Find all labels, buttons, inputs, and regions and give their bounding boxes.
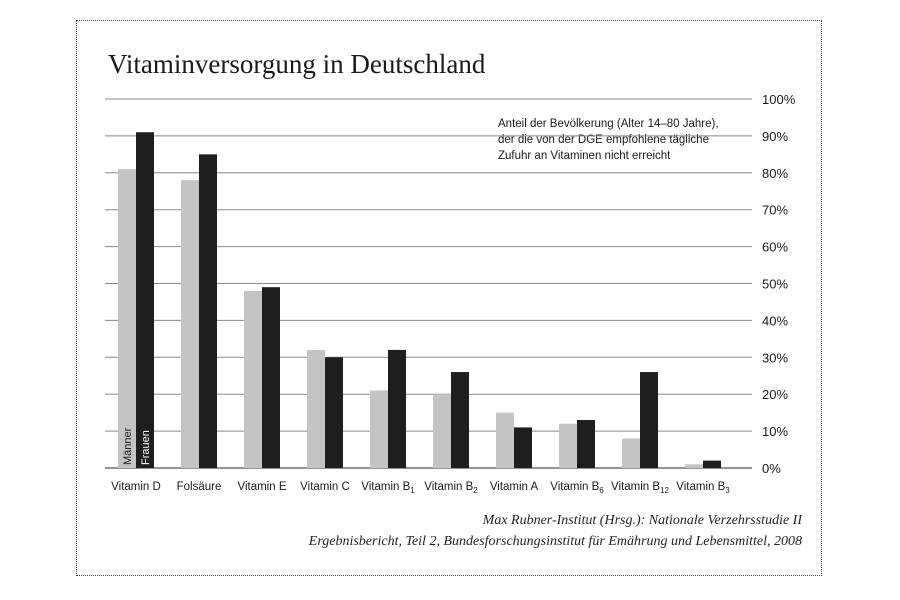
bar-maenner [559, 423, 577, 468]
chart-title: Vitaminversorgung in Deutschland [108, 49, 486, 79]
bar-maenner [370, 390, 388, 468]
y-tick-label: 30% [762, 350, 788, 365]
chart-annotation: Anteil der Bevölkerung (Alter 14–80 Jahr… [498, 116, 748, 164]
bar-frauen [703, 460, 721, 468]
source-line-1: Max Rubner-Institut (Hrsg.): Nationale V… [482, 513, 802, 528]
bar-frauen [199, 154, 217, 468]
y-tick-label: 50% [762, 277, 788, 292]
y-tick-label: 100% [762, 92, 796, 107]
bar-maenner [433, 394, 451, 468]
y-tick-label: 20% [762, 387, 788, 402]
x-tick-label: Vitamin C [300, 481, 350, 493]
bar-frauen [577, 420, 595, 468]
y-tick-label: 90% [762, 129, 788, 144]
legend-label-frauen: Frauen [140, 430, 152, 465]
annotation-line-3: Zufuhr an Vitaminen nicht erreicht [498, 150, 671, 162]
y-tick-label: 0% [762, 461, 781, 476]
bar-frauen [640, 372, 658, 468]
bar-frauen [325, 357, 343, 468]
bar-maenner [622, 438, 640, 468]
bar-maenner [496, 412, 514, 468]
x-tick-label: Vitamin B3 [676, 481, 730, 495]
bar-frauen [388, 349, 406, 468]
x-tick-label: Vitamin B6 [550, 481, 604, 495]
bar-frauen [136, 132, 154, 468]
bar-frauen [514, 427, 532, 468]
legend-label-maenner: Männer [122, 427, 134, 465]
annotation-line-1: Anteil der Bevölkerung (Alter 14–80 Jahr… [498, 118, 719, 130]
x-tick-label: Vitamin D [111, 481, 161, 493]
y-tick-label: 70% [762, 203, 788, 218]
bar-maenner [244, 290, 262, 468]
x-tick-label: Vitamin B2 [424, 481, 478, 495]
y-tick-label: 40% [762, 313, 788, 328]
bar-maenner [685, 464, 703, 468]
source-line-2: Ergebnisbericht, Teil 2, Bundesforschung… [308, 534, 802, 549]
bar-frauen [451, 372, 469, 468]
y-tick-label: 60% [762, 240, 788, 255]
bar-maenner [181, 180, 199, 468]
y-tick-label: 80% [762, 166, 788, 181]
x-tick-label: Vitamin B1 [361, 481, 415, 495]
chart-frame [76, 20, 822, 576]
x-tick-label: Folsäure [177, 481, 222, 493]
bar-maenner [307, 349, 325, 468]
annotation-line-2: der die von der DGE empfohlene tägliche [498, 134, 709, 146]
x-tick-label: Vitamin B12 [611, 481, 669, 495]
x-tick-label: Vitamin A [490, 481, 539, 493]
bar-maenner [118, 169, 136, 469]
bar-frauen [262, 287, 280, 468]
x-tick-label: Vitamin E [237, 481, 286, 493]
y-tick-label: 10% [762, 424, 788, 439]
